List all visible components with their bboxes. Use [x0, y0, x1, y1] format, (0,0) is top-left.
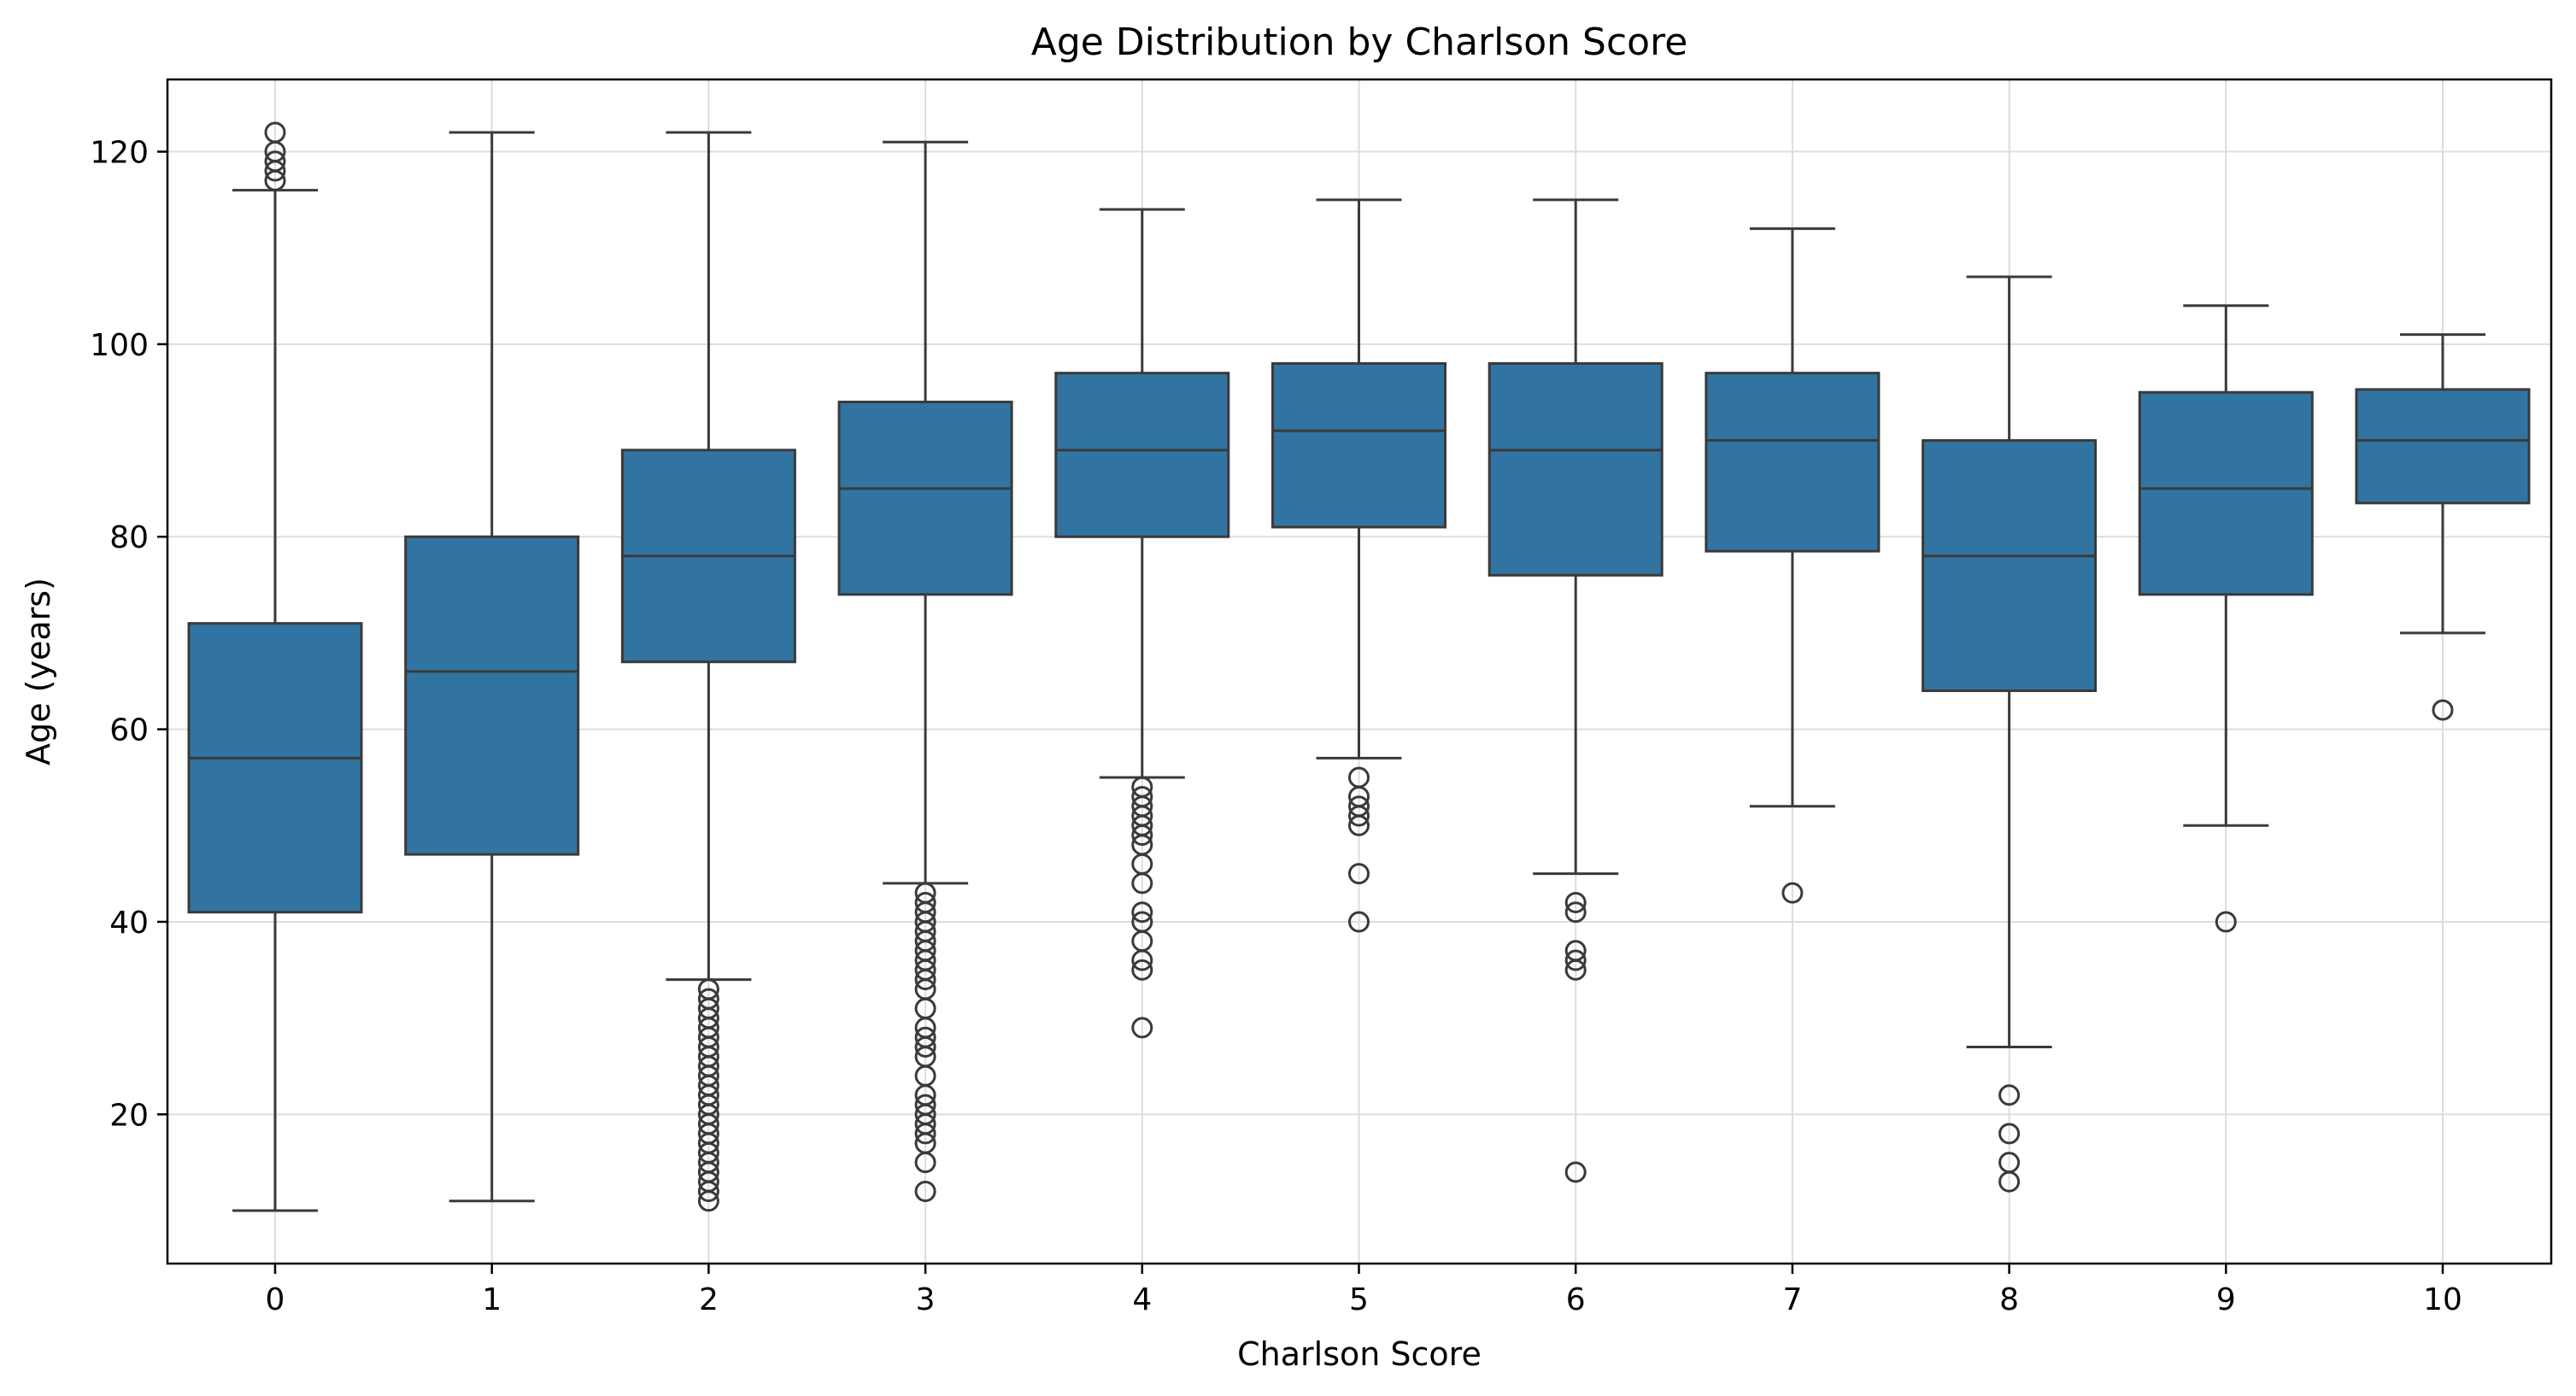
x-tick-label: 7 — [1782, 1282, 1802, 1317]
y-axis-label: Age (years) — [20, 578, 57, 765]
outlier-point — [914, 891, 936, 913]
y-tick-label: 80 — [109, 520, 149, 555]
y-tick-label: 20 — [109, 1098, 149, 1133]
outlier-point — [1131, 785, 1153, 807]
outlier-point — [697, 988, 719, 1010]
outlier-point — [1564, 949, 1587, 971]
x-tick-label: 10 — [2423, 1282, 2462, 1317]
outlier-point — [2215, 911, 2237, 933]
iqr-box — [187, 622, 363, 914]
outlier-point — [1564, 1161, 1587, 1183]
x-tick-label: 1 — [482, 1282, 502, 1317]
box-group-7 — [1705, 227, 1881, 904]
outlier-point — [1131, 911, 1153, 933]
outlier-point — [1998, 1123, 2021, 1145]
box-group-4 — [1054, 208, 1230, 1039]
boxes — [187, 121, 2531, 1212]
x-tick-label: 8 — [1999, 1282, 2019, 1317]
chart-title: Age Distribution by Charlson Score — [1031, 21, 1688, 64]
outlier-point — [1131, 901, 1153, 924]
iqr-box — [837, 400, 1013, 596]
outlier-point — [1131, 959, 1153, 981]
outlier-point — [1998, 1152, 2021, 1174]
outlier-point — [1131, 1017, 1153, 1039]
outlier-point — [914, 1026, 936, 1048]
y-tick-label: 100 — [90, 328, 149, 363]
y-tick-label: 120 — [90, 136, 149, 171]
iqr-box — [1054, 372, 1230, 538]
iqr-box — [1922, 439, 2098, 693]
x-tick-label: 2 — [699, 1282, 719, 1317]
iqr-box — [2138, 390, 2314, 596]
x-tick-label: 4 — [1132, 1282, 1152, 1317]
x-axis-label: Charlson Score — [1237, 1335, 1482, 1373]
iqr-box — [1271, 361, 1446, 529]
outlier-point — [1564, 901, 1587, 924]
y-tick-label: 60 — [109, 713, 149, 748]
outlier-point — [1564, 940, 1587, 962]
outlier-point — [697, 978, 719, 1000]
outlier-point — [1998, 1084, 2021, 1106]
outlier-point — [914, 1180, 936, 1202]
outlier-point — [914, 882, 936, 904]
outlier-point — [1348, 766, 1370, 789]
iqr-box — [1705, 372, 1881, 553]
outlier-point — [1348, 863, 1370, 885]
iqr-box — [2355, 388, 2531, 505]
outlier-point — [1131, 776, 1153, 798]
outlier-point — [914, 1094, 936, 1116]
box-group-9 — [2138, 304, 2314, 933]
outlier-point — [1564, 891, 1587, 913]
axis-ticks: 20 40 60 80 100 120 0 1 2 3 4 5 6 7 8 9 10 — [90, 136, 2462, 1317]
box-group-5 — [1271, 198, 1446, 933]
outlier-point — [2432, 699, 2454, 721]
x-tick-label: 9 — [2216, 1282, 2236, 1317]
iqr-box — [404, 535, 580, 856]
iqr-box — [1488, 361, 1664, 577]
outlier-point — [264, 121, 286, 144]
box-group-2 — [620, 131, 796, 1212]
y-tick-label: 40 — [109, 906, 149, 941]
x-tick-label: 0 — [266, 1282, 285, 1317]
x-tick-label: 6 — [1566, 1282, 1586, 1317]
x-tick-label: 5 — [1349, 1282, 1369, 1317]
box-group-8 — [1922, 275, 2098, 1193]
outlier-point — [1348, 795, 1370, 818]
box-group-0 — [187, 121, 363, 1212]
x-tick-label: 3 — [916, 1282, 936, 1317]
box-group-10 — [2355, 333, 2531, 721]
box-group-3 — [837, 140, 1013, 1202]
box-group-1 — [404, 131, 580, 1203]
outlier-point — [264, 150, 286, 173]
outlier-point — [1781, 882, 1804, 904]
box-group-6 — [1488, 198, 1664, 1183]
outlier-point — [1348, 911, 1370, 933]
